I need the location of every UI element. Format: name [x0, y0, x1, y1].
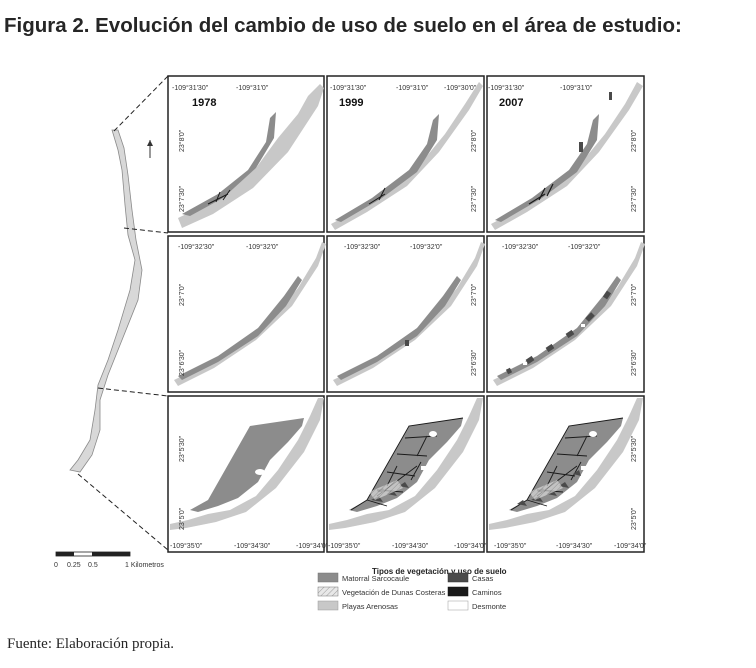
x-tick: -109°32'30" — [344, 243, 381, 251]
y-tick: 23°6'30" — [470, 349, 478, 376]
legend-swatch-playas — [317, 600, 339, 611]
panel-2007-row1: 2007 -109°31'30" -109°31'0" 23°8'0" 23°7… — [486, 75, 645, 233]
x-tick: -109°31'30" — [172, 84, 209, 92]
y-tick: 23°5'0" — [178, 507, 186, 530]
source-caption: Fuente: Elaboración propia. — [7, 636, 175, 652]
panel-1978-row1: 1978 -109°31'30" -109°31'0" 23°8'0" 23°7… — [167, 75, 325, 233]
x-tick: -109°35'0" — [170, 542, 203, 550]
x-tick: -109°30'0" — [444, 84, 477, 92]
panel-1999-row2: -109°32'30" -109°32'0" 23°7'0" 23°6'30" — [326, 235, 485, 393]
x-tick: -109°34'30" — [556, 542, 593, 550]
y-tick: 23°5'0" — [630, 507, 638, 530]
y-tick: 23°8'0" — [178, 129, 186, 152]
x-tick: -109°34'0" — [614, 542, 647, 550]
y-tick: 23°6'30" — [178, 349, 186, 376]
y-tick: 23°7'30" — [178, 185, 186, 212]
x-tick: -109°31'30" — [488, 84, 525, 92]
x-tick: -109°32'30" — [178, 243, 215, 251]
legend-label-caminos: Caminos — [472, 588, 502, 597]
x-tick: -109°32'0" — [410, 243, 443, 251]
north-arrow-icon — [147, 140, 153, 158]
x-tick: -109°31'0" — [396, 84, 429, 92]
x-tick: -109°34'0" — [454, 542, 487, 550]
x-tick: -109°32'0" — [568, 243, 601, 251]
x-tick: -109°34'30" — [234, 542, 271, 550]
x-tick: -109°31'30" — [330, 84, 367, 92]
locator-map — [69, 129, 153, 473]
legend-label-playas: Playas Arenosas — [342, 602, 398, 611]
x-tick: -109°34'30" — [392, 542, 429, 550]
scale-label-0: 0 — [54, 562, 58, 569]
panel-1978-row3: -109°35'0" -109°34'30" -109°34'0" 23°5'3… — [167, 395, 329, 553]
legend-swatch-dunas — [317, 586, 339, 597]
x-tick: -109°35'0" — [328, 542, 361, 550]
legend-swatch-matorral — [317, 572, 339, 583]
x-tick: -109°34'0" — [296, 542, 329, 550]
x-tick: -109°31'0" — [560, 84, 593, 92]
y-tick: 23°8'0" — [470, 129, 478, 152]
scale-label-05: 0.5 — [88, 562, 98, 569]
panel-2007-row2: -109°32'30" -109°32'0" 23°7'0" 23°6'30" — [486, 235, 645, 393]
legend-label-dunas: Vegetación de Dunas Costeras — [342, 588, 446, 597]
legend-swatch-caminos — [447, 586, 469, 597]
y-tick: 23°5'30" — [630, 435, 638, 462]
panel-1999-row1: 1999 -109°31'30" -109°31'0" -109°30'0" 2… — [326, 75, 485, 233]
x-tick: -109°35'0" — [494, 542, 527, 550]
legend: Matorral Sarcocaule Casas Vegetación de … — [317, 572, 506, 611]
legend-swatch-casas — [447, 572, 469, 583]
panel-2007-row3: -109°35'0" -109°34'30" -109°34'0" 23°5'3… — [486, 395, 647, 553]
legend-title: Tipos de vegetación y uso de suelo — [372, 567, 507, 576]
zoom-connectors — [77, 75, 169, 551]
y-tick: 23°8'0" — [630, 129, 638, 152]
year-label-1999: 1999 — [339, 97, 363, 109]
year-label-2007: 2007 — [499, 97, 523, 109]
scale-label-025: 0.25 — [67, 562, 81, 569]
legend-label-matorral: Matorral Sarcocaule — [342, 574, 409, 583]
legend-swatch-desmonte — [447, 600, 469, 611]
y-tick: 23°5'30" — [178, 435, 186, 462]
figure-title: Figura 2. Evolución del cambio de uso de… — [4, 14, 682, 37]
y-tick: 23°6'30" — [630, 349, 638, 376]
year-label-1978: 1978 — [192, 97, 216, 109]
x-tick: -109°31'0" — [236, 84, 269, 92]
scale-bar: 0 0.25 0.5 1 Kilometros — [54, 551, 164, 569]
y-tick: 23°7'0" — [178, 283, 186, 306]
y-tick: 23°7'0" — [470, 283, 478, 306]
x-tick: -109°32'0" — [246, 243, 279, 251]
y-tick: 23°7'30" — [470, 185, 478, 212]
panel-1999-row3: Tipos de vegetación y uso de suelo -109°… — [326, 395, 507, 576]
x-tick: -109°32'30" — [502, 243, 539, 251]
panel-1978-row2: -109°32'30" -109°32'0" 23°7'0" 23°6'30" — [167, 235, 326, 393]
y-tick: 23°7'30" — [630, 185, 638, 212]
legend-label-casas: Casas — [472, 574, 494, 583]
legend-label-desmonte: Desmonte — [472, 602, 506, 611]
y-tick: 23°7'0" — [630, 283, 638, 306]
scale-label-1km: 1 Kilometros — [125, 562, 164, 569]
